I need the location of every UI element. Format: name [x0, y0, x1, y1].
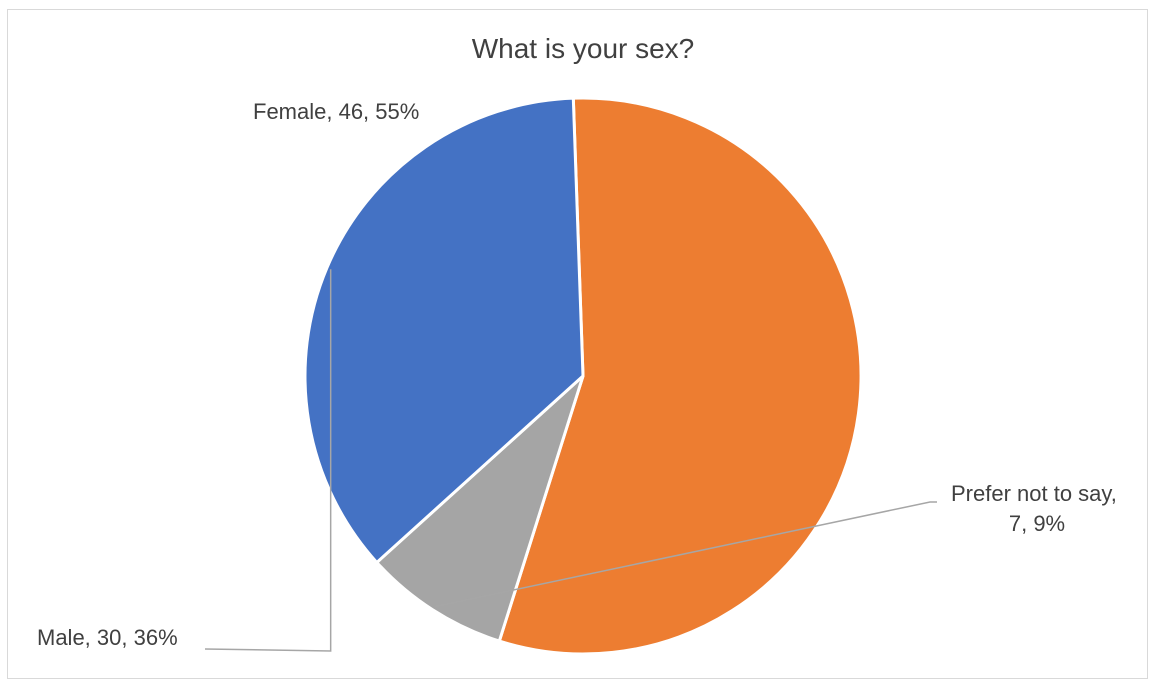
leader-line-prefer-not-to-say: [434, 501, 937, 608]
data-label-prefer-not-to-say-line1: Prefer not to say,: [951, 481, 1117, 506]
data-label-prefer-not-to-say: Prefer not to say, 7, 9%: [951, 481, 1123, 536]
chart-title: What is your sex?: [472, 33, 695, 64]
data-label-female: Female, 46, 55%: [253, 99, 419, 124]
data-label-male: Male, 30, 36%: [37, 625, 178, 650]
data-label-prefer-not-to-say-line2: 7, 9%: [1009, 511, 1065, 536]
leader-lines: [204, 269, 937, 652]
pie-slice-female: [497, 96, 863, 656]
data-labels: Female, 46, 55% Prefer not to say, 7, 9%…: [37, 99, 1123, 650]
pie-slice-male: [303, 96, 585, 564]
pie-slice-prefer-not-to-say: [375, 374, 585, 643]
pie-slices: [303, 96, 863, 656]
leader-line-male: [204, 269, 332, 652]
